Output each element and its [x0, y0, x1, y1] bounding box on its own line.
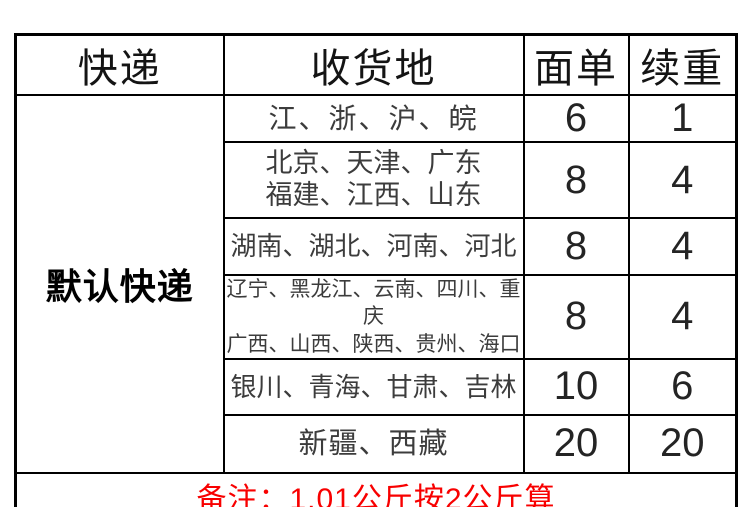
base-fee-cell: 20 — [522, 413, 630, 474]
region-cell: 新疆、西藏 — [222, 413, 525, 474]
extra-fee-cell: 6 — [627, 357, 738, 416]
region-cell: 北京、天津、广东 福建、江西、山东 — [222, 141, 525, 219]
rate-row: 新疆、西藏 20 20 — [16, 413, 738, 474]
header-cell-destination: 收货地 — [222, 33, 525, 96]
region-text: 福建、江西、山东 — [265, 180, 482, 210]
region-text: 广西、山西、陕西、贵州、海口 — [226, 332, 521, 356]
header-cell-carrier: 快递 — [14, 33, 225, 96]
rate-row: 辽宁、黑龙江、云南、四川、重庆 广西、山西、陕西、贵州、海口 8 4 — [16, 274, 738, 360]
header-cell-extra-weight: 续重 — [627, 33, 738, 96]
region-cell: 湖南、湖北、河南、河北 — [222, 217, 525, 276]
rate-row: 北京、天津、广东 福建、江西、山东 8 4 — [16, 141, 738, 219]
carrier-cell: 默认快递 — [14, 94, 225, 474]
region-cell: 银川、青海、甘肃、吉林 — [222, 357, 525, 416]
rate-row: 银川、青海、甘肃、吉林 10 6 — [16, 357, 738, 416]
rate-row: 湖南、湖北、河南、河北 8 4 — [16, 217, 738, 276]
rate-row: 默认快递 江、浙、沪、皖 6 1 — [14, 94, 738, 474]
region-text: 北京、天津、广东 — [265, 148, 482, 179]
region-text: 辽宁、黑龙江、云南、四川、重庆 — [226, 278, 521, 329]
base-fee-cell: 10 — [522, 357, 630, 416]
base-fee-cell: 8 — [522, 141, 630, 219]
header-row: 快递 收货地 面单 续重 — [14, 33, 738, 96]
header-cell-base-fee: 面单 — [522, 33, 630, 96]
extra-fee-cell: 4 — [627, 274, 738, 360]
region-text: 湖南、湖北、河南、河北 — [230, 231, 517, 262]
region-text: 新疆、西藏 — [298, 427, 449, 460]
shipping-rate-table: 快递 收货地 面单 续重 默认快递 江、浙、沪、皖 6 1 北京、天津、广东 福… — [14, 33, 738, 507]
region-text: 江、浙、沪、皖 — [268, 102, 479, 134]
region-cell: 江、浙、沪、皖 — [222, 94, 525, 143]
extra-fee-cell: 4 — [627, 141, 738, 219]
base-fee-cell: 6 — [522, 94, 630, 143]
base-fee-cell: 8 — [522, 217, 630, 276]
note-row: 备注：1.01公斤按2公斤算 — [14, 471, 738, 507]
base-fee-cell: 8 — [522, 274, 630, 360]
region-cell: 辽宁、黑龙江、云南、四川、重庆 广西、山西、陕西、贵州、海口 — [222, 274, 525, 360]
extra-fee-cell: 20 — [627, 413, 738, 474]
region-text: 银川、青海、甘肃、吉林 — [230, 371, 517, 402]
extra-fee-cell: 1 — [627, 94, 738, 143]
extra-fee-cell: 4 — [627, 217, 738, 276]
note-cell: 备注：1.01公斤按2公斤算 — [14, 471, 738, 507]
